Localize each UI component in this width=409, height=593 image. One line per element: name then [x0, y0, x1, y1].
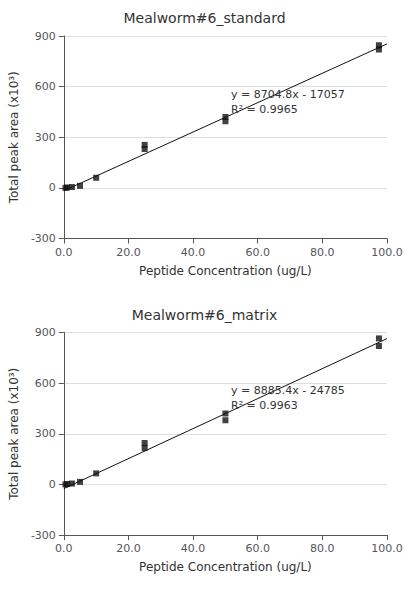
svg-text:80.0: 80.0 — [310, 542, 335, 555]
svg-text:900: 900 — [35, 326, 56, 339]
svg-text:300: 300 — [35, 427, 56, 440]
svg-text:Peptide Concentration (ug/L): Peptide Concentration (ug/L) — [139, 560, 312, 574]
svg-text:40.0: 40.0 — [181, 542, 206, 555]
svg-text:y = 8704.8x - 17057: y = 8704.8x - 17057 — [231, 88, 345, 101]
svg-text:R² = 0.9963: R² = 0.9963 — [231, 399, 298, 412]
svg-text:20.0: 20.0 — [116, 542, 141, 555]
svg-text:R² = 0.9965: R² = 0.9965 — [231, 103, 298, 116]
svg-text:-300: -300 — [31, 529, 56, 542]
svg-text:Total peak area (x10³): Total peak area (x10³) — [7, 71, 21, 204]
svg-text:80.0: 80.0 — [310, 246, 335, 259]
svg-text:Peptide Concentration (ug/L): Peptide Concentration (ug/L) — [139, 264, 312, 278]
svg-text:Total peak area (x10³): Total peak area (x10³) — [7, 368, 21, 501]
svg-text:0: 0 — [49, 478, 56, 491]
svg-text:0.0: 0.0 — [55, 246, 73, 259]
svg-text:900: 900 — [35, 30, 56, 43]
svg-text:y = 8885.4x - 24785: y = 8885.4x - 24785 — [231, 384, 345, 397]
svg-text:0: 0 — [49, 181, 56, 194]
svg-text:100.0: 100.0 — [371, 246, 403, 259]
svg-text:-300: -300 — [31, 232, 56, 245]
svg-text:40.0: 40.0 — [181, 246, 206, 259]
svg-text:100.0: 100.0 — [371, 542, 403, 555]
svg-text:60.0: 60.0 — [245, 542, 270, 555]
svg-text:0.0: 0.0 — [55, 542, 73, 555]
svg-text:600: 600 — [35, 80, 56, 93]
svg-text:20.0: 20.0 — [116, 246, 141, 259]
svg-text:Mealworm#6_matrix: Mealworm#6_matrix — [132, 307, 278, 323]
svg-text:600: 600 — [35, 377, 56, 390]
svg-text:Mealworm#6_standard: Mealworm#6_standard — [123, 10, 285, 26]
svg-text:300: 300 — [35, 131, 56, 144]
svg-text:60.0: 60.0 — [245, 246, 270, 259]
